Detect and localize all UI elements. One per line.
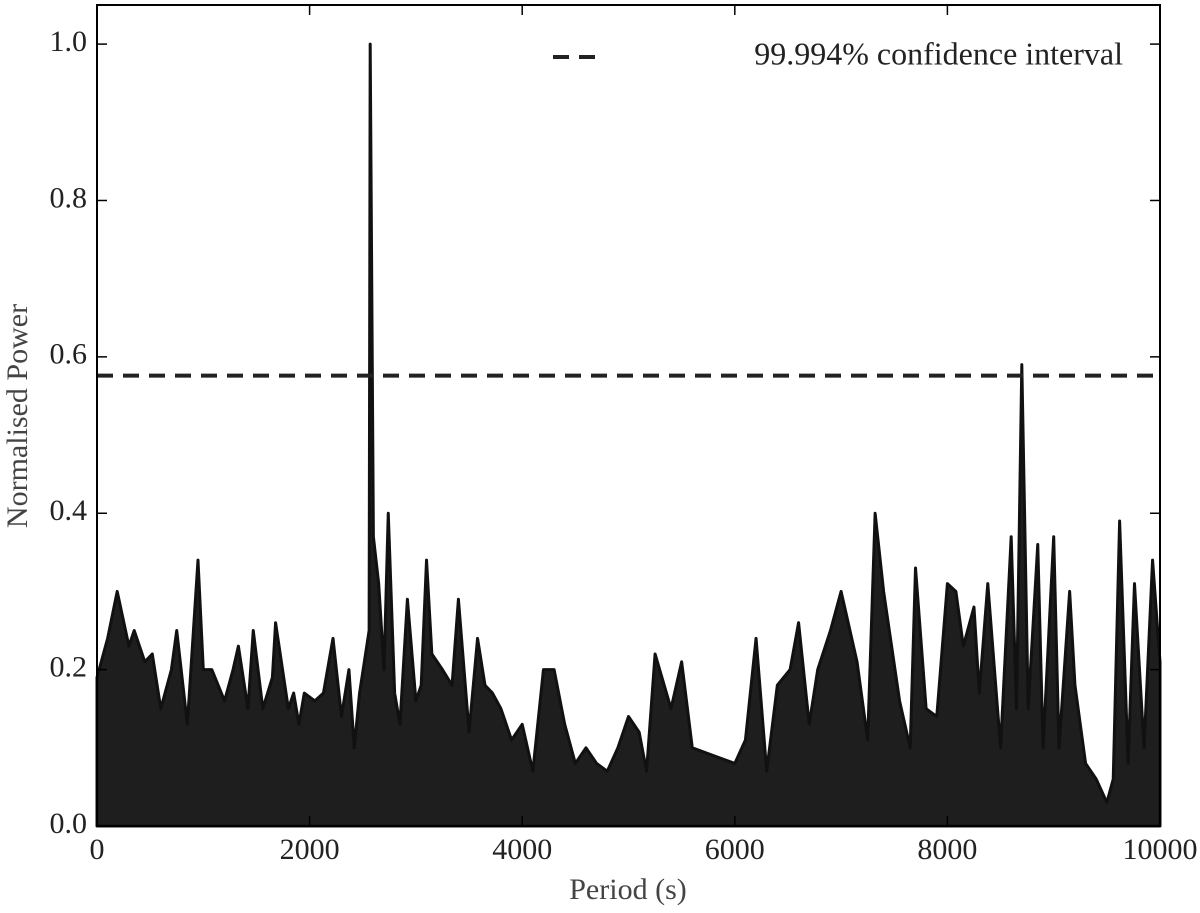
x-tick-label: 4000 — [492, 833, 552, 866]
y-tick-label: 0.4 — [50, 494, 88, 527]
y-tick-label: 0.8 — [50, 181, 88, 214]
x-axis-title: Period (s) — [569, 873, 686, 906]
power-area — [95, 42, 1162, 828]
x-tick-label: 8000 — [917, 833, 977, 866]
plot-frame — [96, 4, 1161, 827]
y-axis-title: Normalised Power — [1, 304, 34, 528]
y-tick-label: 0.2 — [50, 651, 88, 684]
x-tick-label: 2000 — [280, 833, 340, 866]
x-tick-label: 0 — [90, 833, 105, 866]
y-tick-label: 0.6 — [50, 338, 88, 371]
x-tick-label: 10000 — [1123, 833, 1198, 866]
y-tick-label: 1.0 — [50, 25, 88, 58]
y-tick-label: 0.0 — [50, 807, 88, 840]
x-tick-label: 6000 — [705, 833, 765, 866]
legend-label: 99.994% confidence interval — [754, 35, 1123, 71]
